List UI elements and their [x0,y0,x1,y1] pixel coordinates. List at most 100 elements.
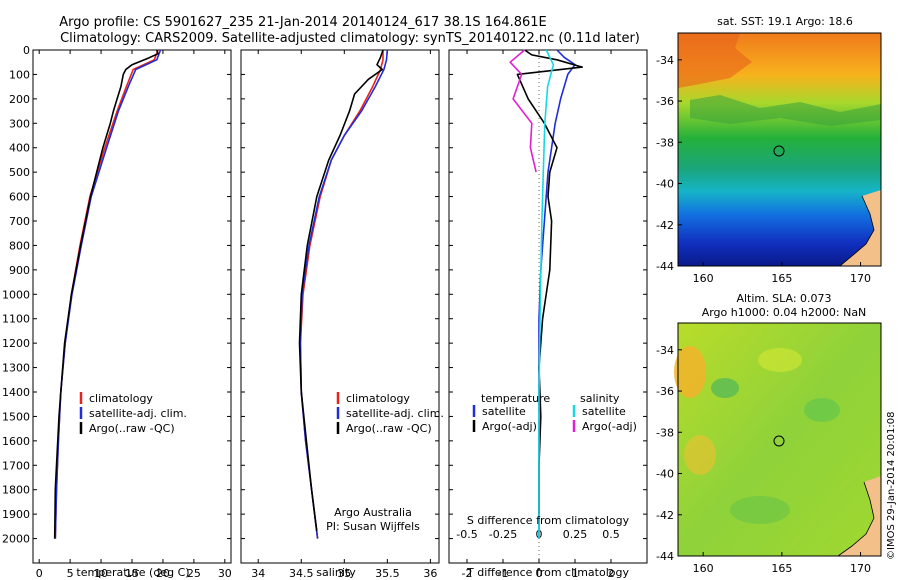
legend-label-climatology: climatology [89,392,153,405]
map-lat-label: -34 [656,54,674,67]
x-tick-label: 1 [572,567,579,580]
series-salinity-satellite [538,49,555,539]
sla-low-patch [730,496,790,524]
annotation-pi: PI: Susan Wijffels [326,520,420,533]
salinity-legend: climatology satellite-adj. clim. Argo(..… [336,392,444,435]
axes-layer: 0100200300400500600700800900100011001200… [2,44,647,580]
difference-xlabel-top: S difference from climatology [467,514,630,527]
depth-tick-label: 100 [9,68,30,81]
x-tick-label: 30 [218,567,232,580]
sla-map-title-line1: Altim. SLA: 0.073 [736,292,831,305]
temperature-legend: climatology satellite-adj. clim. Argo(..… [79,392,187,435]
depth-tick-label: 300 [9,117,30,130]
sla-map-title-line2: Argo h1000: 0.04 h2000: NaN [702,306,867,319]
annotation-argo-australia: Argo Australia [334,506,412,519]
sst-warm-patch [678,33,752,88]
series-temperature-argo-adj [516,49,584,515]
x-tick-label: -1 [498,567,509,580]
legend-label-satellite: satellite-adj. clim. [346,407,444,420]
map-lon-label: 160 [693,272,714,285]
depth-tick-label: 1600 [2,435,30,448]
sla-low-patch [711,378,739,398]
x-tick-label: 34.5 [289,567,314,580]
map-lat-label: -38 [656,136,674,149]
series-climatology [299,50,384,539]
depth-tick-label: 1100 [2,313,30,326]
depth-tick-label: 1700 [2,459,30,472]
temperature-plot-frame [32,49,232,564]
sla-map [674,322,882,557]
depth-tick-label: 2000 [2,533,30,546]
map-lat-label: -38 [656,426,674,439]
depth-tick-label: 800 [9,239,30,252]
sst-map [677,32,882,267]
sst-argo-location-marker [773,145,785,157]
map-lon-label: 160 [693,562,714,575]
map-lon-label: 170 [850,272,871,285]
x-tick-label-top: 0.25 [563,528,588,541]
depth-tick-label: 1400 [2,386,30,399]
map-lat-label: -42 [656,509,674,522]
x-tick-label-top: -0.5 [456,528,477,541]
legend-label-argo: Argo(..raw -QC) [89,422,175,435]
x-tick-label: 25 [187,567,201,580]
imos-watermark: ©IMOS 29-Jan-2014 20:01:08 [886,412,897,560]
map-lat-label: -44 [656,260,674,273]
difference-legend: temperature salinity satellite Argo(-adj… [472,392,637,433]
map-lat-label: -44 [656,550,674,563]
sst-map-frame [677,32,882,267]
x-tick-label: 35.5 [375,567,400,580]
series-salinity-argo-adj [509,49,537,173]
x-tick-label: -2 [462,567,473,580]
title-line2: Climatology: CARS2009. Satellite-adjuste… [60,31,640,46]
sla-low-patch [804,398,840,422]
depth-tick-label: 500 [9,166,30,179]
map-lat-label: -40 [656,178,674,191]
x-tick-label: 20 [156,567,170,580]
x-tick-label: 0 [36,567,43,580]
temperature-xlabel: temperature (deg C) [76,566,189,579]
x-tick-label-top: -0.25 [489,528,517,541]
legend-label-argo: Argo(..raw -QC) [346,422,432,435]
legend-label-sal-satellite: satellite [582,405,626,418]
sst-land [840,190,881,266]
map-lon-label: 170 [850,562,871,575]
x-tick-label: 35 [337,567,351,580]
series-argo-raw-qc [53,49,159,539]
difference-xlabel-bottom: T difference from climatology [466,566,629,579]
sst-map-title: sat. SST: 19.1 Argo: 18.6 [717,15,853,28]
depth-tick-label: 200 [9,93,30,106]
sla-high-patch [674,346,706,398]
sst-green-band [690,95,881,126]
depth-tick-label: 0 [23,44,30,57]
sla-map-frame [677,322,882,557]
map-lat-label: -34 [656,344,674,357]
depth-tick-label: 600 [9,191,30,204]
sla-high-patch [684,435,716,475]
legend-label-temp-argo: Argo(-adj) [482,420,537,433]
legend-header-temperature: temperature [481,392,550,405]
x-tick-label: 34 [251,567,265,580]
map-lon-label: 165 [771,272,792,285]
x-tick-label: 15 [125,567,139,580]
legend-label-climatology: climatology [346,392,410,405]
map-lat-label: -36 [656,385,674,398]
legend-header-salinity: salinity [580,392,620,405]
title-line1: Argo profile: CS 5901627_235 21-Jan-2014… [59,15,547,30]
salinity-xlabel: salinity [316,566,356,579]
sla-argo-location-marker [773,435,785,447]
x-tick-label-top: 0.5 [602,528,620,541]
depth-tick-label: 1000 [2,288,30,301]
map-axes: -34 -36 -38 -40 -42 -44 160 165 170 -34 -36 -38 -40 -… [656,54,871,575]
map-lat-label: -40 [656,468,674,481]
map-lat-label: -36 [656,95,674,108]
legend-label-satellite: satellite-adj. clim. [89,407,187,420]
x-tick-label: 2 [608,567,615,580]
sst-coastline [839,195,875,267]
depth-tick-label: 900 [9,264,30,277]
series-layer [53,49,584,539]
x-tick-label: 5 [67,567,74,580]
x-tick-label: 10 [94,567,108,580]
